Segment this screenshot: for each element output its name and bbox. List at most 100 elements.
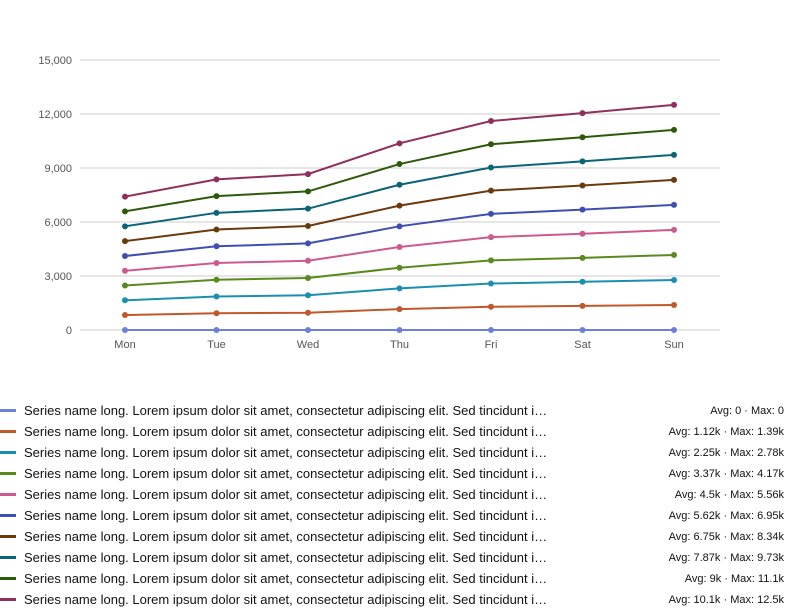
data-point[interactable] bbox=[122, 312, 128, 319]
data-point[interactable] bbox=[305, 240, 311, 247]
data-point[interactable] bbox=[488, 234, 494, 241]
data-point[interactable] bbox=[122, 223, 128, 230]
data-point[interactable] bbox=[305, 205, 311, 212]
data-point[interactable] bbox=[305, 327, 311, 333]
legend-item[interactable]: Series name long. Lorem ipsum dolor sit … bbox=[0, 505, 800, 526]
data-point[interactable] bbox=[579, 278, 586, 285]
data-point[interactable] bbox=[122, 208, 128, 215]
data-point[interactable] bbox=[671, 151, 677, 158]
data-point[interactable] bbox=[579, 134, 586, 141]
data-point[interactable] bbox=[213, 176, 220, 183]
data-point[interactable] bbox=[579, 182, 586, 189]
data-point[interactable] bbox=[671, 101, 677, 108]
data-point[interactable] bbox=[396, 327, 403, 333]
data-point[interactable] bbox=[488, 303, 494, 310]
y-tick-label: 15,000 bbox=[38, 55, 72, 67]
data-point[interactable] bbox=[122, 253, 128, 260]
series-7 bbox=[122, 151, 677, 230]
data-point[interactable] bbox=[579, 254, 586, 261]
data-point[interactable] bbox=[488, 280, 494, 287]
data-point[interactable] bbox=[122, 193, 128, 200]
legend-label: Series name long. Lorem ipsum dolor sit … bbox=[24, 445, 548, 460]
data-point[interactable] bbox=[213, 310, 220, 317]
legend-swatch bbox=[0, 535, 16, 538]
data-point[interactable] bbox=[488, 141, 494, 148]
legend-item[interactable]: Series name long. Lorem ipsum dolor sit … bbox=[0, 484, 800, 505]
data-point[interactable] bbox=[579, 158, 586, 165]
data-point[interactable] bbox=[213, 243, 220, 250]
data-point[interactable] bbox=[305, 292, 311, 299]
series-1 bbox=[122, 301, 677, 319]
data-point[interactable] bbox=[305, 188, 311, 195]
data-point[interactable] bbox=[213, 293, 220, 300]
data-point[interactable] bbox=[671, 327, 677, 333]
data-point[interactable] bbox=[305, 222, 311, 229]
data-point[interactable] bbox=[305, 309, 311, 316]
data-point[interactable] bbox=[122, 297, 128, 304]
data-point[interactable] bbox=[488, 257, 494, 264]
y-tick-label: 3,000 bbox=[44, 271, 72, 283]
legend-item[interactable]: Series name long. Lorem ipsum dolor sit … bbox=[0, 442, 800, 463]
legend-swatch bbox=[0, 514, 16, 517]
data-point[interactable] bbox=[396, 264, 403, 271]
legend-item[interactable]: Series name long. Lorem ipsum dolor sit … bbox=[0, 400, 800, 421]
data-point[interactable] bbox=[671, 301, 677, 308]
data-point[interactable] bbox=[213, 193, 220, 200]
data-point[interactable] bbox=[488, 327, 494, 333]
data-point[interactable] bbox=[122, 267, 128, 274]
x-tick-label: Sun bbox=[664, 339, 684, 351]
data-point[interactable] bbox=[213, 327, 220, 333]
data-point[interactable] bbox=[671, 201, 677, 208]
data-point[interactable] bbox=[579, 230, 586, 237]
data-point[interactable] bbox=[671, 176, 677, 183]
data-point[interactable] bbox=[671, 226, 677, 233]
data-point[interactable] bbox=[396, 223, 403, 230]
data-point[interactable] bbox=[396, 161, 403, 168]
data-point[interactable] bbox=[396, 140, 403, 147]
data-point[interactable] bbox=[671, 251, 677, 258]
legend-item[interactable]: Series name long. Lorem ipsum dolor sit … bbox=[0, 421, 800, 442]
y-axis-ticks: 0 3,000 6,000 9,000 12,000 15,000 bbox=[38, 55, 72, 337]
legend-stats: Avg: 7.87k · Max: 9.73k bbox=[668, 551, 784, 564]
legend-swatch bbox=[0, 577, 16, 580]
data-point[interactable] bbox=[396, 202, 403, 209]
legend-stats: Avg: 1.12k · Max: 1.39k bbox=[668, 425, 784, 438]
data-point[interactable] bbox=[396, 244, 403, 251]
legend-label: Series name long. Lorem ipsum dolor sit … bbox=[24, 424, 548, 439]
series-4 bbox=[122, 226, 677, 274]
data-point[interactable] bbox=[213, 209, 220, 216]
data-point[interactable] bbox=[488, 164, 494, 171]
data-point[interactable] bbox=[305, 257, 311, 264]
data-point[interactable] bbox=[213, 226, 220, 233]
x-tick-label: Thu bbox=[390, 339, 409, 351]
data-point[interactable] bbox=[488, 187, 494, 194]
data-point[interactable] bbox=[579, 206, 586, 213]
data-point[interactable] bbox=[122, 238, 128, 245]
legend-item[interactable]: Series name long. Lorem ipsum dolor sit … bbox=[0, 547, 800, 568]
data-point[interactable] bbox=[122, 327, 128, 333]
data-point[interactable] bbox=[488, 118, 494, 125]
data-point[interactable] bbox=[396, 285, 403, 292]
legend-swatch bbox=[0, 409, 16, 412]
data-point[interactable] bbox=[579, 327, 586, 333]
data-point[interactable] bbox=[671, 126, 677, 133]
data-point[interactable] bbox=[671, 276, 677, 283]
data-point[interactable] bbox=[579, 110, 586, 117]
data-point[interactable] bbox=[488, 210, 494, 217]
x-tick-label: Fri bbox=[485, 339, 498, 351]
legend-stats: Avg: 3.37k · Max: 4.17k bbox=[668, 467, 784, 480]
data-point[interactable] bbox=[213, 276, 220, 283]
data-point[interactable] bbox=[396, 181, 403, 188]
legend-item[interactable]: Series name long. Lorem ipsum dolor sit … bbox=[0, 568, 800, 589]
series-line bbox=[124, 178, 675, 243]
legend-item[interactable]: Series name long. Lorem ipsum dolor sit … bbox=[0, 526, 800, 547]
data-point[interactable] bbox=[213, 260, 220, 267]
legend-stats: Avg: 0 · Max: 0 bbox=[710, 404, 784, 417]
series-2 bbox=[122, 276, 677, 304]
data-point[interactable] bbox=[122, 282, 128, 289]
legend-item[interactable]: Series name long. Lorem ipsum dolor sit … bbox=[0, 463, 800, 484]
data-point[interactable] bbox=[305, 274, 311, 281]
data-point[interactable] bbox=[305, 171, 311, 178]
data-point[interactable] bbox=[396, 306, 403, 313]
data-point[interactable] bbox=[579, 302, 586, 309]
